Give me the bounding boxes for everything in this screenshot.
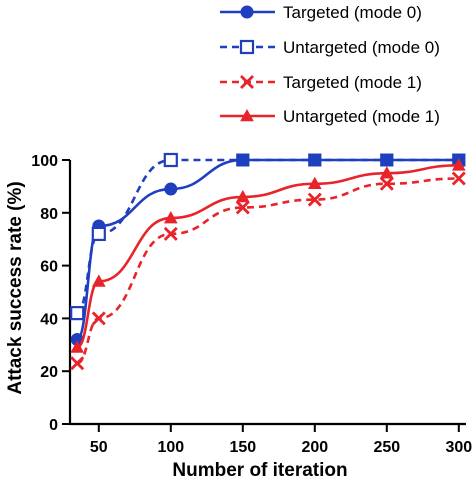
data-point xyxy=(240,5,254,19)
data-point xyxy=(91,274,106,287)
data-point xyxy=(164,182,178,196)
legend-entry: Targeted (mode 0) xyxy=(220,3,422,22)
y-tick-label: 80 xyxy=(40,206,58,223)
data-point xyxy=(163,226,178,241)
data-point xyxy=(91,226,106,242)
data-point xyxy=(308,153,322,167)
x-axis-title: Number of iteration xyxy=(172,460,347,481)
x-tick-label: 200 xyxy=(301,439,328,456)
legend-label: Untargeted (mode 0) xyxy=(283,38,440,57)
x-tick-label: 300 xyxy=(445,439,472,456)
y-axis-title: Attack success rate (%) xyxy=(5,181,26,394)
data-point xyxy=(240,108,254,122)
data-point xyxy=(236,153,250,167)
y-tick-label: 40 xyxy=(40,311,58,328)
y-tick-label: 100 xyxy=(31,153,58,170)
legend-entry: Targeted (mode 1) xyxy=(220,73,422,92)
legend-entry: Untargeted (mode 1) xyxy=(220,107,440,126)
data-point xyxy=(91,311,106,326)
data-point xyxy=(235,200,250,215)
data-point xyxy=(70,306,85,321)
series-2 xyxy=(70,152,466,321)
data-point xyxy=(379,166,394,179)
y-tick-label: 20 xyxy=(40,364,58,381)
series-4 xyxy=(70,158,466,353)
legend-label: Untargeted (mode 1) xyxy=(283,107,440,126)
x-tick-label: 50 xyxy=(90,439,108,456)
data-point xyxy=(307,192,322,207)
data-point xyxy=(70,356,85,371)
y-tick-label: 60 xyxy=(40,259,58,276)
data-point xyxy=(451,171,466,186)
data-point xyxy=(163,152,178,168)
x-tick-label: 250 xyxy=(373,439,400,456)
x-tick-label: 150 xyxy=(229,439,256,456)
series-layer xyxy=(70,152,466,371)
legend-label: Targeted (mode 0) xyxy=(283,3,422,22)
data-point xyxy=(239,39,255,55)
data-point xyxy=(379,176,394,191)
legend-label: Targeted (mode 1) xyxy=(283,73,422,92)
data-point xyxy=(70,340,85,353)
data-point xyxy=(163,211,178,224)
legend: Targeted (mode 0) Untargeted (mode 0) Targ… xyxy=(220,3,440,126)
data-point xyxy=(240,75,254,89)
axes: 0 20 40 60 80 100 50 100 150 200 250 300 xyxy=(31,153,472,456)
data-point xyxy=(307,176,322,190)
data-point xyxy=(451,158,466,171)
y-tick-label: 0 xyxy=(49,417,58,434)
data-point xyxy=(380,153,394,167)
data-point xyxy=(235,189,250,203)
x-tick-label: 100 xyxy=(157,439,184,456)
series-3 xyxy=(70,171,466,371)
series-line xyxy=(76,163,459,349)
legend-entry: Untargeted (mode 0) xyxy=(220,38,440,57)
